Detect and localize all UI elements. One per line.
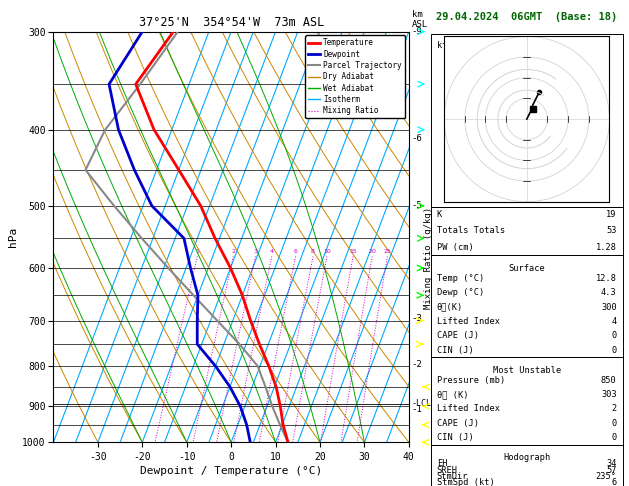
Text: -LCL: -LCL	[411, 399, 431, 408]
Text: -9: -9	[411, 27, 422, 36]
Text: 300: 300	[601, 302, 617, 312]
Bar	[431, 255, 623, 357]
Text: 850: 850	[601, 376, 617, 385]
Text: 19: 19	[606, 210, 617, 219]
Text: Hodograph: Hodograph	[503, 453, 550, 463]
Text: 1.28: 1.28	[596, 243, 617, 252]
Text: 8: 8	[311, 248, 315, 254]
Text: 4.3: 4.3	[601, 288, 617, 297]
Text: StmSpd (kt): StmSpd (kt)	[437, 478, 494, 486]
Bar	[431, 445, 623, 486]
Text: 0: 0	[611, 331, 617, 340]
Text: 303: 303	[601, 390, 617, 399]
Text: -3: -3	[411, 314, 422, 323]
Text: Pressure (mb): Pressure (mb)	[437, 376, 505, 385]
Text: Mixing Ratio (g/kg): Mixing Ratio (g/kg)	[425, 207, 433, 309]
Text: 6: 6	[611, 478, 617, 486]
Text: EH: EH	[437, 459, 447, 469]
Text: 29.04.2024  06GMT  (Base: 18): 29.04.2024 06GMT (Base: 18)	[436, 12, 618, 22]
Text: PW (cm): PW (cm)	[437, 243, 474, 252]
Text: 20: 20	[368, 248, 376, 254]
Bar	[431, 207, 623, 255]
Text: Lifted Index: Lifted Index	[437, 317, 500, 326]
Text: Totals Totals: Totals Totals	[437, 226, 505, 235]
Text: CIN (J): CIN (J)	[437, 346, 474, 355]
X-axis label: Dewpoint / Temperature (°C): Dewpoint / Temperature (°C)	[140, 466, 322, 476]
Y-axis label: hPa: hPa	[8, 227, 18, 247]
Text: 3: 3	[253, 248, 257, 254]
Text: CAPE (J): CAPE (J)	[437, 419, 479, 428]
Text: 57: 57	[606, 466, 617, 475]
Text: -2: -2	[411, 360, 422, 368]
Text: StmDir: StmDir	[437, 472, 469, 481]
Text: 0: 0	[611, 419, 617, 428]
Text: 0: 0	[611, 433, 617, 442]
Text: Lifted Index: Lifted Index	[437, 404, 500, 414]
Text: -5: -5	[411, 201, 422, 210]
Text: -6: -6	[411, 134, 422, 142]
Text: 235°: 235°	[596, 472, 617, 481]
Text: CAPE (J): CAPE (J)	[437, 331, 479, 340]
Text: -1: -1	[411, 405, 422, 414]
Text: 15: 15	[349, 248, 357, 254]
Text: Most Unstable: Most Unstable	[493, 366, 561, 375]
Legend: Temperature, Dewpoint, Parcel Trajectory, Dry Adiabat, Wet Adiabat, Isotherm, Mi: Temperature, Dewpoint, Parcel Trajectory…	[305, 35, 405, 118]
Title: 37°25'N  354°54'W  73m ASL: 37°25'N 354°54'W 73m ASL	[138, 16, 324, 29]
Text: 2: 2	[231, 248, 235, 254]
Text: 1: 1	[196, 248, 199, 254]
Text: 6: 6	[294, 248, 298, 254]
Text: CIN (J): CIN (J)	[437, 433, 474, 442]
Text: 53: 53	[606, 226, 617, 235]
Bar	[431, 357, 623, 445]
Text: 2: 2	[611, 404, 617, 414]
Text: θᴇ(K): θᴇ(K)	[437, 302, 463, 312]
Text: 4: 4	[611, 317, 617, 326]
Text: Dewp (°C): Dewp (°C)	[437, 288, 484, 297]
Text: kt: kt	[437, 41, 447, 51]
Text: km
ASL: km ASL	[412, 10, 428, 29]
Text: 10: 10	[323, 248, 331, 254]
Text: SREH: SREH	[437, 466, 458, 475]
Bar	[431, 34, 623, 207]
Text: θᴇ (K): θᴇ (K)	[437, 390, 469, 399]
Text: Surface: Surface	[508, 264, 545, 273]
Text: K: K	[437, 210, 442, 219]
Text: Temp (°C): Temp (°C)	[437, 274, 484, 283]
Text: 4: 4	[270, 248, 274, 254]
Text: 34: 34	[606, 459, 617, 469]
Text: 12.8: 12.8	[596, 274, 617, 283]
Text: 0: 0	[611, 346, 617, 355]
Text: 25: 25	[384, 248, 391, 254]
